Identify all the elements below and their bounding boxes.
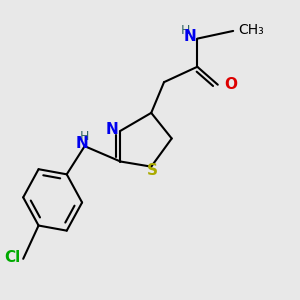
Text: Cl: Cl [4, 250, 21, 265]
Text: S: S [147, 163, 158, 178]
Text: H: H [80, 130, 89, 143]
Text: N: N [183, 29, 196, 44]
Text: CH₃: CH₃ [238, 23, 264, 37]
Text: N: N [76, 136, 88, 151]
Text: O: O [224, 77, 237, 92]
Text: N: N [105, 122, 118, 137]
Text: H: H [181, 24, 190, 38]
